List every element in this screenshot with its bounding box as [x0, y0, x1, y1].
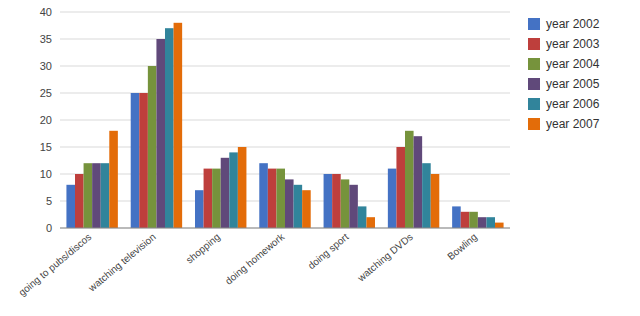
y-tick-label: 15: [40, 141, 52, 153]
bar: [478, 217, 487, 228]
series: [75, 93, 469, 228]
bar: [486, 217, 495, 228]
bar: [452, 206, 461, 228]
x-tick-label: watching DVDs: [355, 231, 415, 284]
bar: [349, 185, 358, 228]
bar: [131, 93, 140, 228]
x-axis-line: [60, 228, 510, 229]
bar: [229, 152, 238, 228]
chart-container: 0510152025303540going to pubs/discoswatc…: [0, 0, 640, 316]
y-tick-label: 30: [40, 60, 52, 72]
bar: [195, 190, 204, 228]
bar: [66, 185, 75, 228]
bars: [66, 23, 503, 228]
y-tick-label: 5: [46, 195, 52, 207]
bar: [414, 136, 423, 228]
bar: [341, 179, 350, 228]
legend-label: year 2003: [546, 37, 600, 51]
x-tick-label: doing homework: [223, 230, 287, 286]
bar: [109, 131, 118, 228]
bar: [388, 169, 397, 228]
x-tick-label: Bowling: [445, 231, 479, 262]
grid-line: [60, 147, 510, 148]
bar: [469, 212, 478, 228]
bar: [276, 169, 285, 228]
grid-line: [60, 39, 510, 40]
y-axis: 0 5 10 15 20 25 30 35 40: [40, 6, 510, 234]
bar: [422, 163, 431, 228]
legend-swatch: [528, 78, 540, 90]
x-tick-label: going to pubs/discos: [17, 231, 94, 298]
x-axis: going to pubs/discoswatching television s…: [17, 230, 480, 298]
bar: [366, 217, 375, 228]
bar: [358, 206, 367, 228]
bar: [294, 185, 303, 228]
legend-swatch: [528, 18, 540, 30]
series: [66, 93, 460, 228]
bar: [332, 174, 341, 228]
y-tick-label: 10: [40, 168, 52, 180]
bar: [302, 190, 311, 228]
legend-label: year 2005: [546, 77, 600, 91]
legend-label: year 2002: [546, 17, 600, 31]
x-tick-label: doing sport: [306, 231, 351, 271]
bar: [156, 39, 165, 228]
bar: [148, 66, 157, 228]
y-tick-label: 35: [40, 33, 52, 45]
bar: [268, 169, 277, 228]
series: [101, 28, 495, 228]
chart: 0510152025303540going to pubs/discoswatc…: [0, 0, 640, 316]
bar: [259, 163, 268, 228]
bar: [238, 147, 247, 228]
grid-line: [60, 12, 510, 13]
x-tick-label: shopping: [184, 231, 222, 266]
legend-swatch: [528, 58, 540, 70]
y-tick-label: 25: [40, 87, 52, 99]
bar: [204, 169, 213, 228]
bar: [139, 93, 148, 228]
bar: [431, 174, 440, 228]
legend: year 2002 year 2003 year 2004 year 2005 year…: [528, 17, 600, 131]
grid-line: [60, 93, 510, 94]
bar: [174, 23, 183, 228]
bar: [396, 147, 405, 228]
legend-swatch: [528, 38, 540, 50]
series: [109, 23, 503, 228]
bar: [285, 179, 294, 228]
grid-line: [60, 120, 510, 121]
bar: [461, 212, 470, 228]
x-tick-label: watching television: [86, 231, 158, 294]
legend-label: year 2004: [546, 57, 600, 71]
legend-label: year 2007: [546, 117, 600, 131]
grid-line: [60, 66, 510, 67]
bar: [221, 158, 230, 228]
legend-swatch: [528, 118, 540, 130]
bar: [84, 163, 93, 228]
bar: [165, 28, 174, 228]
bar: [495, 223, 504, 228]
y-tick-label: 20: [40, 114, 52, 126]
series: [84, 66, 478, 228]
bar: [101, 163, 110, 228]
bar: [324, 174, 333, 228]
y-tick-label: 40: [40, 6, 52, 18]
bar: [75, 174, 84, 228]
grid-line: [60, 228, 510, 229]
y-tick-label: 0: [46, 222, 52, 234]
legend-label: year 2006: [546, 97, 600, 111]
series: [92, 39, 486, 228]
bar: [212, 169, 221, 228]
legend-swatch: [528, 98, 540, 110]
bar: [92, 163, 101, 228]
bar: [405, 131, 414, 228]
